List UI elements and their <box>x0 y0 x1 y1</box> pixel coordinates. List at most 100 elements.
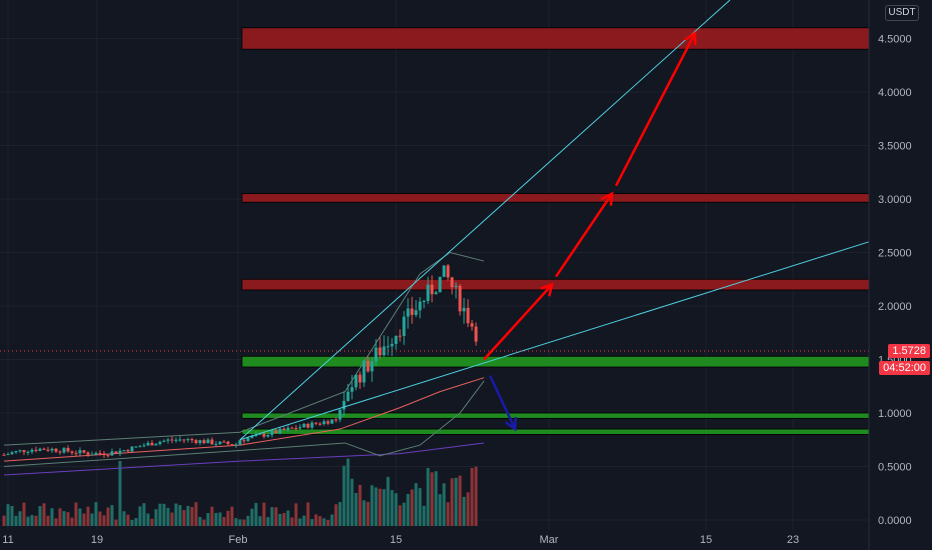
candle-body <box>430 284 434 295</box>
volume-bar <box>130 519 134 526</box>
volume-bar <box>18 511 22 526</box>
volume-bar <box>362 500 366 526</box>
candle-body <box>330 419 334 424</box>
volume-bar <box>430 472 434 526</box>
candle-body <box>242 440 246 442</box>
candle-body <box>446 265 450 278</box>
candle-body <box>138 446 142 448</box>
volume-bar <box>414 483 418 526</box>
projection-up-arrow <box>483 283 553 361</box>
volume-bar <box>290 517 294 526</box>
volume-bar <box>190 507 194 526</box>
volume-bar <box>202 519 206 526</box>
volume-bar <box>26 516 30 526</box>
candle-body <box>34 449 38 451</box>
candle-body <box>166 439 170 441</box>
candle-body <box>150 442 154 446</box>
x-tick-label: Mar <box>540 534 559 546</box>
x-tick-label: 23 <box>787 534 799 546</box>
candle-body <box>238 440 242 445</box>
candle-body <box>354 374 358 388</box>
candle-body <box>74 452 78 454</box>
volume-bar <box>322 518 326 526</box>
candle-body <box>66 448 70 452</box>
volume-bar <box>366 501 370 526</box>
candle-body <box>358 374 362 383</box>
volume-bar <box>274 507 278 526</box>
candle-body <box>326 421 330 424</box>
volume-bar <box>282 512 286 526</box>
volume-bar <box>206 512 210 526</box>
volume-bar <box>370 485 374 526</box>
volume-bar <box>410 489 414 526</box>
volume-bar <box>454 477 458 526</box>
candle-body <box>462 307 466 312</box>
candle-body <box>246 437 250 441</box>
candle-body <box>418 301 422 311</box>
volume-bar <box>398 505 402 526</box>
volume-bar <box>146 513 150 526</box>
candle-body <box>178 439 182 441</box>
candle-body <box>54 448 58 452</box>
projection-up-arrow <box>614 32 697 187</box>
candle-body <box>406 308 410 317</box>
volume-bar <box>90 513 94 526</box>
candle-body <box>322 421 326 425</box>
volume-bar <box>350 478 354 526</box>
volume-bar <box>334 504 338 526</box>
volume-bar <box>134 518 138 526</box>
volume-bar <box>342 465 346 526</box>
candle-body <box>290 427 294 429</box>
volume-bar <box>254 502 258 526</box>
candle-body <box>426 284 430 301</box>
candle-body <box>422 300 426 302</box>
candle-body <box>454 285 458 288</box>
volume-bar <box>418 488 422 526</box>
volume-bar <box>22 502 26 526</box>
volume-bar <box>258 516 262 526</box>
candle-body <box>258 433 262 435</box>
volume-bar <box>154 509 158 526</box>
volume-bar <box>70 517 74 526</box>
candle-body <box>98 452 102 454</box>
volume-bar <box>234 518 238 526</box>
volume-bar <box>406 493 410 526</box>
candle-body <box>18 450 22 452</box>
candle-body <box>126 450 130 452</box>
candle-body <box>310 422 314 428</box>
candle-body <box>226 441 230 445</box>
candle-body <box>442 265 446 277</box>
projection-arrows <box>0 30 869 432</box>
volume-bar <box>262 502 266 526</box>
candle-body <box>398 335 402 337</box>
projection-up-arrowhead <box>600 191 614 206</box>
volume-bar <box>298 518 302 526</box>
candle-body <box>86 452 90 455</box>
volume-bar <box>442 483 446 526</box>
volume-bar <box>94 502 98 526</box>
candle-body <box>434 292 438 295</box>
candle-body <box>174 439 178 441</box>
candle-body <box>346 391 350 401</box>
x-tick-label: 15 <box>390 534 402 546</box>
projection-up-arrowhead <box>684 30 697 46</box>
volume-bar <box>438 494 442 526</box>
volume-bar <box>338 502 342 526</box>
candle-body <box>234 444 238 446</box>
volume-bar <box>346 458 350 526</box>
candle-body <box>318 423 322 425</box>
resistance-zone <box>241 27 870 50</box>
volume-bar <box>2 515 6 526</box>
candle-body <box>410 308 414 315</box>
candle-body <box>38 448 42 451</box>
volume-bar <box>122 511 126 526</box>
current-price-badge: 1.5728 <box>888 344 930 358</box>
volume-bar <box>38 506 42 526</box>
currency-label[interactable]: USDT <box>885 5 919 21</box>
volume-bar <box>150 518 154 526</box>
trendline-upper <box>239 0 731 441</box>
candle-body <box>438 276 442 293</box>
candle-body <box>70 451 74 453</box>
candle-body <box>22 450 26 453</box>
